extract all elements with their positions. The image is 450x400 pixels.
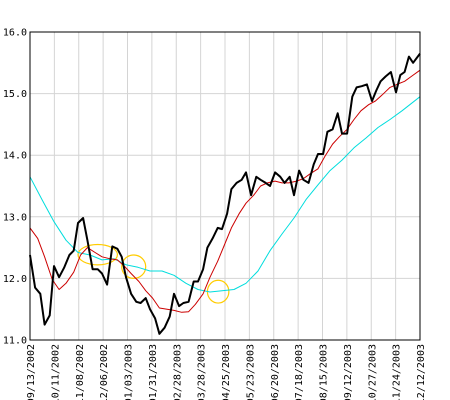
x-tick-label: 07/18/2003 bbox=[294, 344, 305, 400]
x-axis-ticks: 09/13/2002 10/11/2002 11/08/2002 12/06/2002… bbox=[26, 344, 427, 400]
price-line bbox=[29, 52, 421, 335]
x-tick-label: 10/27/2003 bbox=[367, 344, 378, 400]
x-tick-label: 08/15/2003 bbox=[319, 344, 330, 400]
x-tick-label: 01/31/2003 bbox=[148, 344, 159, 400]
x-tick-label: 09/12/2003 bbox=[343, 344, 354, 400]
x-tick-label: 12/06/2002 bbox=[99, 344, 110, 400]
x-tick-label: 02/28/2003 bbox=[172, 344, 183, 400]
plot-frame bbox=[29, 31, 421, 341]
annotation-ellipse bbox=[77, 243, 119, 266]
y-tick-label: 13.0 bbox=[3, 212, 27, 223]
annotation-ellipse bbox=[121, 254, 147, 280]
x-tick-label: 11/24/2003 bbox=[392, 344, 403, 400]
y-tick-label: 12.0 bbox=[3, 274, 27, 285]
y-tick-label: 11.0 bbox=[3, 336, 27, 347]
x-tick-label: 04/25/2003 bbox=[221, 344, 232, 400]
series-lines bbox=[29, 52, 421, 335]
y-tick-label: 16.0 bbox=[3, 28, 27, 39]
x-tick-label: 11/08/2002 bbox=[75, 344, 86, 400]
x-tick-label: 09/13/2002 bbox=[26, 344, 37, 400]
x-tick-label: 03/28/2003 bbox=[197, 344, 208, 400]
y-tick-label: 14.0 bbox=[3, 151, 27, 162]
y-axis-ticks: 11.0 12.0 13.0 14.0 15.0 16.0 bbox=[3, 28, 27, 347]
moving-average-long-line bbox=[29, 96, 421, 293]
grid-lines bbox=[29, 31, 421, 341]
x-tick-label: 10/11/2002 bbox=[50, 344, 61, 400]
x-tick-label: 06/20/2003 bbox=[270, 344, 281, 400]
x-tick-label: 12/12/2003 bbox=[416, 344, 427, 400]
x-tick-label: 05/23/2003 bbox=[245, 344, 256, 400]
y-tick-label: 15.0 bbox=[3, 89, 27, 100]
moving-average-short-line bbox=[29, 69, 421, 313]
x-tick-label: 01/03/2003 bbox=[124, 344, 135, 400]
